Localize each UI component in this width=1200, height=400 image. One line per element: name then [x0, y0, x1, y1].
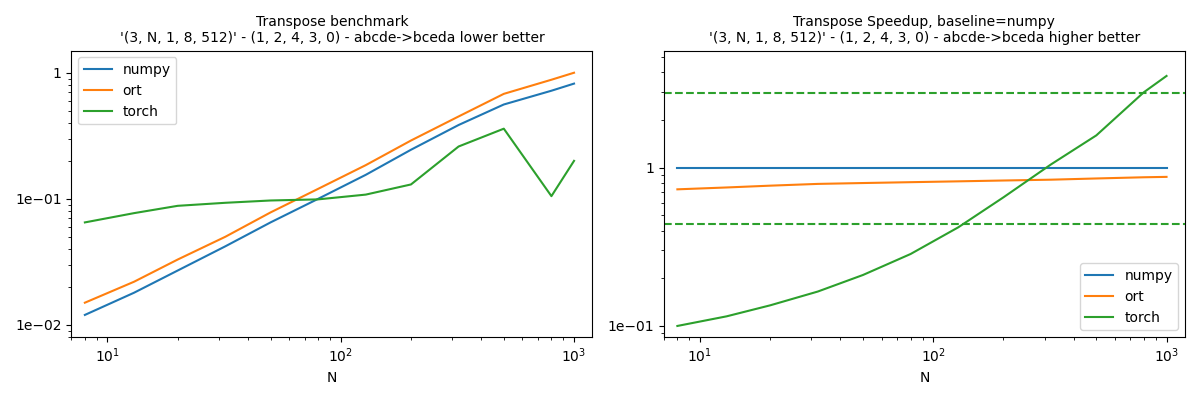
ort [811, 182, 826, 186]
torch [670, 324, 684, 328]
torch [78, 220, 92, 225]
numpy [403, 147, 418, 152]
numpy [170, 268, 185, 273]
torch [218, 200, 233, 205]
torch [719, 314, 733, 319]
ort [451, 114, 466, 119]
Line: numpy: numpy [85, 84, 574, 315]
numpy [451, 123, 466, 128]
torch [497, 126, 511, 131]
numpy [811, 165, 826, 170]
torch [811, 289, 826, 294]
numpy [1159, 165, 1174, 170]
Legend: numpy, ort, torch: numpy, ort, torch [1080, 263, 1178, 330]
numpy [904, 165, 918, 170]
torch [1136, 90, 1151, 94]
numpy [719, 165, 733, 170]
ort [952, 179, 966, 184]
numpy [545, 88, 559, 93]
ort [263, 210, 277, 215]
torch [763, 303, 778, 308]
ort [1044, 177, 1058, 182]
Title: Transpose Speedup, baseline=numpy
'(3, N, 1, 8, 512)' - (1, 2, 4, 3, 0) - abcde-: Transpose Speedup, baseline=numpy '(3, N… [709, 15, 1140, 45]
numpy [1044, 165, 1058, 170]
X-axis label: N: N [326, 371, 337, 385]
torch [1159, 74, 1174, 78]
numpy [763, 165, 778, 170]
ort [856, 181, 870, 186]
torch [451, 144, 466, 149]
torch [856, 272, 870, 277]
ort [545, 77, 559, 82]
ort [403, 138, 418, 143]
torch [311, 197, 325, 202]
Line: torch: torch [85, 129, 574, 222]
numpy [127, 290, 142, 295]
torch [952, 225, 966, 230]
torch [403, 182, 418, 187]
numpy [218, 244, 233, 249]
ort [359, 163, 373, 168]
ort [719, 185, 733, 190]
numpy [952, 165, 966, 170]
torch [1090, 133, 1104, 138]
ort [497, 92, 511, 96]
ort [218, 234, 233, 239]
torch [904, 252, 918, 256]
ort [763, 183, 778, 188]
torch [263, 198, 277, 203]
ort [78, 300, 92, 305]
torch [1044, 162, 1058, 167]
torch [127, 211, 142, 216]
ort [996, 178, 1010, 183]
numpy [996, 165, 1010, 170]
ort [566, 70, 581, 75]
ort [1159, 174, 1174, 179]
torch [996, 195, 1010, 200]
ort [1090, 176, 1104, 181]
ort [670, 187, 684, 192]
numpy [566, 81, 581, 86]
torch [545, 194, 559, 198]
numpy [359, 172, 373, 177]
Title: Transpose benchmark
'(3, N, 1, 8, 512)' - (1, 2, 4, 3, 0) - abcde->bceda lower b: Transpose benchmark '(3, N, 1, 8, 512)' … [120, 15, 545, 45]
ort [311, 186, 325, 191]
numpy [1090, 165, 1104, 170]
ort [1136, 175, 1151, 180]
numpy [311, 196, 325, 201]
ort [127, 279, 142, 284]
torch [359, 192, 373, 197]
Line: ort: ort [677, 177, 1166, 189]
Line: torch: torch [677, 76, 1166, 326]
numpy [1136, 165, 1151, 170]
numpy [78, 312, 92, 317]
Line: ort: ort [85, 73, 574, 303]
numpy [670, 165, 684, 170]
ort [170, 257, 185, 262]
numpy [856, 165, 870, 170]
numpy [497, 102, 511, 107]
X-axis label: N: N [919, 371, 930, 385]
ort [904, 180, 918, 184]
numpy [263, 220, 277, 225]
torch [566, 158, 581, 163]
Legend: numpy, ort, torch: numpy, ort, torch [78, 58, 176, 124]
torch [170, 204, 185, 208]
